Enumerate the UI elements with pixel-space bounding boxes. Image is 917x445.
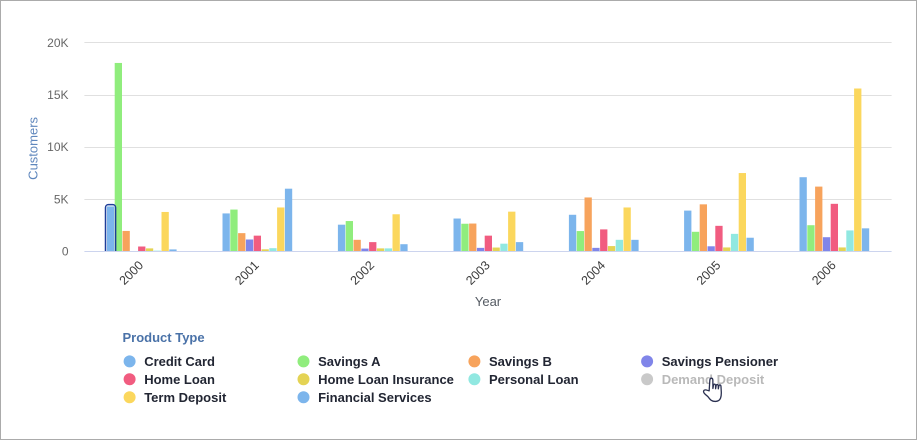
svg-text:Home Loan: Home Loan (144, 372, 215, 387)
svg-text:Savings B: Savings B (489, 354, 552, 369)
svg-text:Credit Card: Credit Card (144, 354, 215, 369)
svg-text:Financial Services: Financial Services (318, 390, 431, 405)
svg-text:Term Deposit: Term Deposit (144, 390, 227, 405)
svg-text:Personal Loan: Personal Loan (489, 372, 579, 387)
svg-text:Product Type: Product Type (123, 330, 205, 345)
svg-text:Home Loan Insurance: Home Loan Insurance (318, 372, 454, 387)
svg-text:5K: 5K (54, 192, 69, 206)
svg-text:Customers: Customers (26, 116, 41, 179)
svg-text:10K: 10K (47, 140, 68, 154)
svg-text:20K: 20K (47, 36, 68, 50)
svg-text:Year: Year (475, 294, 502, 309)
svg-text:0: 0 (62, 245, 69, 259)
svg-text:Savings Pensioner: Savings Pensioner (662, 354, 778, 369)
svg-text:15K: 15K (47, 88, 68, 102)
svg-text:Savings A: Savings A (318, 354, 381, 369)
